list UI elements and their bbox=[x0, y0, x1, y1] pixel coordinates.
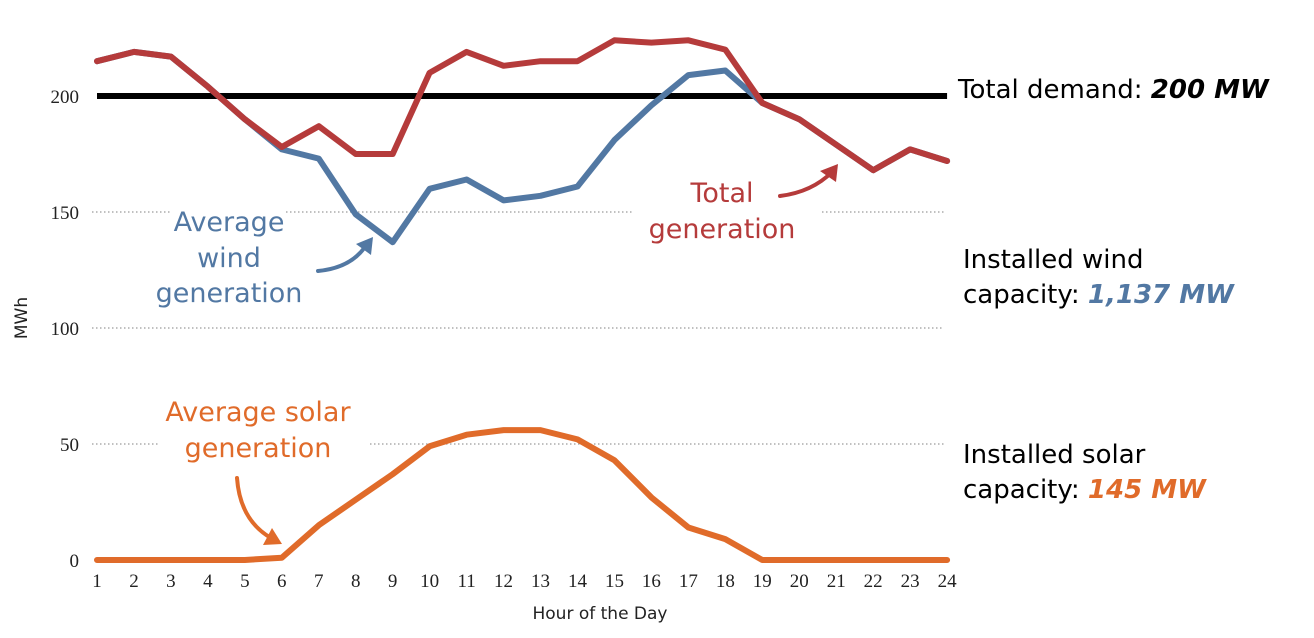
total-arrowhead-icon bbox=[820, 164, 838, 182]
installed-solar-prefix: capacity: bbox=[963, 475, 1088, 505]
y-axis-title: MWh bbox=[12, 297, 32, 339]
series-layer bbox=[94, 37, 951, 563]
x-tick-label: 15 bbox=[605, 571, 624, 592]
x-tick-label: 23 bbox=[901, 571, 920, 592]
x-tick-label: 1 bbox=[92, 571, 102, 592]
x-tick-label: 24 bbox=[938, 571, 958, 592]
grid-layer bbox=[92, 211, 944, 445]
x-tick-label: 6 bbox=[277, 571, 287, 592]
x-tick-label: 14 bbox=[568, 571, 588, 592]
x-tick-label: 4 bbox=[203, 571, 213, 592]
x-tick-label: 20 bbox=[790, 571, 809, 592]
series-line-total-generation bbox=[94, 37, 951, 174]
total-annotation-line2: generation bbox=[649, 214, 796, 245]
x-tick-label: 16 bbox=[642, 571, 661, 592]
installed-solar-label-line2: capacity: 145 MW bbox=[963, 475, 1207, 505]
total-arrow-icon bbox=[778, 170, 834, 198]
x-tick-label: 7 bbox=[314, 571, 324, 592]
x-tick-label: 18 bbox=[716, 571, 735, 592]
total-generation-annotation: Total generation bbox=[649, 164, 838, 245]
x-tick-label: 21 bbox=[827, 571, 846, 592]
y-tick-label: 200 bbox=[51, 87, 80, 108]
installed-solar-value: 145 MW bbox=[1088, 475, 1207, 505]
x-tick-label: 9 bbox=[388, 571, 398, 592]
demand-label: Total demand: 200 MW bbox=[957, 75, 1270, 105]
x-tick-label: 2 bbox=[129, 571, 139, 592]
y-tick-label: 0 bbox=[70, 551, 80, 572]
wind-annotation-line3: generation bbox=[156, 278, 303, 309]
solar-arrowhead-icon bbox=[263, 528, 282, 545]
y-tick-label: 150 bbox=[51, 203, 80, 224]
installed-wind-value: 1,137 MW bbox=[1088, 280, 1235, 310]
x-tick-label: 3 bbox=[166, 571, 176, 592]
installed-wind-label-line1: Installed wind bbox=[963, 245, 1144, 275]
wind-arrowhead-icon bbox=[356, 237, 373, 255]
x-tick-label: 10 bbox=[420, 571, 439, 592]
installed-solar-label-line1: Installed solar bbox=[963, 440, 1146, 470]
x-tick-label: 17 bbox=[679, 571, 698, 592]
solar-generation-annotation: Average solar generation bbox=[160, 395, 365, 545]
x-tick-label: 12 bbox=[494, 571, 513, 592]
y-axis: 0 50 100 150 200 bbox=[51, 87, 80, 572]
x-tick-label: 5 bbox=[240, 571, 250, 592]
x-axis-title: Hour of the Day bbox=[532, 604, 667, 624]
x-tick-label: 19 bbox=[753, 571, 772, 592]
x-tick-label: 13 bbox=[531, 571, 550, 592]
x-axis: 1 2 3 4 5 6 7 8 9 10 11 12 13 14 15 16 17 18 19 20 21 22 23 24 bbox=[92, 571, 957, 592]
x-tick-label: 11 bbox=[457, 571, 475, 592]
wind-annotation-line2: wind bbox=[197, 243, 261, 274]
solar-annotation-line1: Average solar bbox=[165, 397, 351, 428]
solar-arrow-icon bbox=[235, 476, 273, 540]
solar-annotation-line2: generation bbox=[185, 433, 332, 464]
installed-wind-prefix: capacity: bbox=[963, 280, 1088, 310]
wind-annotation-line1: Average bbox=[174, 207, 285, 238]
y-tick-label: 100 bbox=[51, 319, 80, 340]
x-tick-label: 8 bbox=[351, 571, 361, 592]
x-tick-label: 22 bbox=[864, 571, 883, 592]
y-tick-label: 50 bbox=[60, 435, 79, 456]
wind-generation-annotation: Average wind generation bbox=[156, 207, 373, 309]
demand-label-prefix: Total demand: bbox=[957, 75, 1151, 105]
installed-wind-label-line2: capacity: 1,137 MW bbox=[963, 280, 1235, 310]
demand-label-value: 200 MW bbox=[1151, 75, 1270, 105]
wind-arrow-icon bbox=[316, 245, 367, 273]
series-line-average-solar-generation bbox=[94, 427, 951, 563]
total-annotation-line1: Total bbox=[689, 178, 753, 209]
